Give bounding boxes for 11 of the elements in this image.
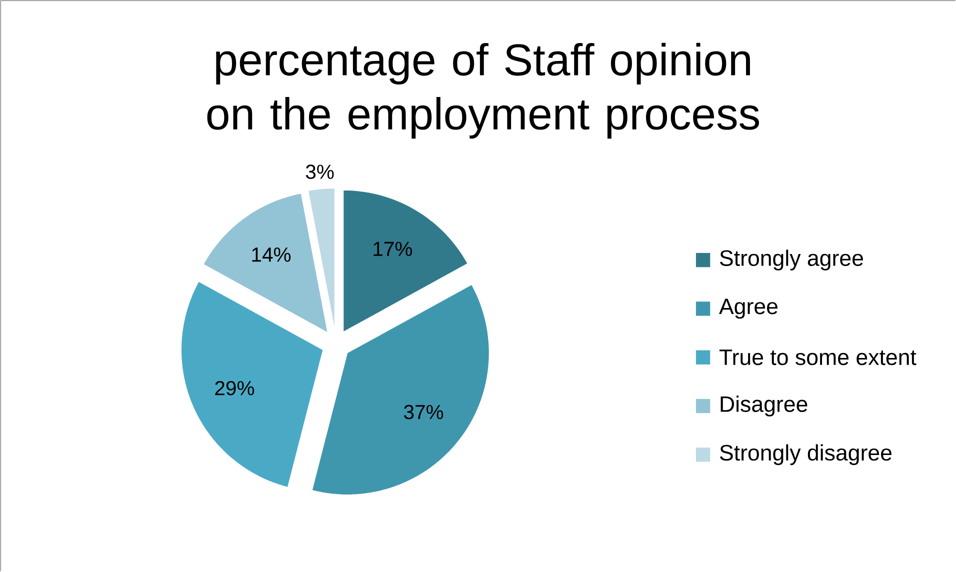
data-label: 29%: [215, 381, 254, 396]
chart-title: percentage of Staff opinion on the employment process: [207, 43, 760, 139]
data-label: 3%: [306, 164, 334, 180]
legend-label: True to some extent: [719, 350, 916, 366]
data-label: 17%: [374, 242, 412, 256]
legend-label: Agree: [719, 298, 778, 319]
data-label: 14%: [252, 248, 291, 262]
legend-label: Strongly agree: [720, 250, 863, 271]
legend-label: Disagree: [720, 396, 808, 416]
legend-label: Strongly disagree: [720, 444, 892, 466]
data-label: 37%: [404, 404, 444, 420]
